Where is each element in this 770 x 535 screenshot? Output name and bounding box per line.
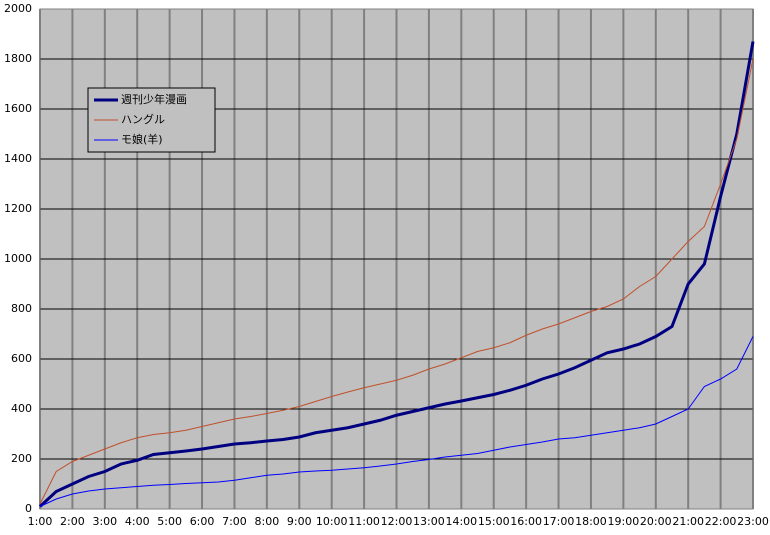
y-tick-label: 1200 <box>4 202 32 215</box>
x-tick-label: 18:00 <box>575 515 607 528</box>
x-tick-label: 21:00 <box>672 515 704 528</box>
x-tick-label: 23:00 <box>737 515 769 528</box>
x-tick-label: 6:00 <box>190 515 215 528</box>
x-tick-label: 13:00 <box>413 515 445 528</box>
y-tick-label: 1800 <box>4 52 32 65</box>
legend-label: 週刊少年漫画 <box>121 92 187 106</box>
x-tick-label: 3:00 <box>92 515 117 528</box>
x-tick-label: 17:00 <box>543 515 575 528</box>
x-tick-label: 8:00 <box>255 515 280 528</box>
x-tick-label: 20:00 <box>640 515 672 528</box>
x-tick-label: 15:00 <box>478 515 510 528</box>
y-tick-label: 1000 <box>4 252 32 265</box>
x-tick-label: 7:00 <box>222 515 247 528</box>
x-tick-label: 14:00 <box>445 515 477 528</box>
y-tick-label: 1600 <box>4 102 32 115</box>
series-line <box>38 41 755 508</box>
y-tick-label: 400 <box>11 402 32 415</box>
y-tick-label: 2000 <box>4 2 32 15</box>
y-tick-label: 0 <box>25 502 32 515</box>
x-tick-label: 10:00 <box>316 515 348 528</box>
series-line <box>39 336 754 507</box>
series-line <box>39 58 754 505</box>
legend-label: モ娘(羊) <box>121 132 163 146</box>
plot-border <box>39 8 754 510</box>
x-tick-label: 11:00 <box>348 515 380 528</box>
y-tick-label: 800 <box>11 302 32 315</box>
x-tick-label: 12:00 <box>381 515 413 528</box>
x-tick-label: 4:00 <box>125 515 150 528</box>
x-tick-label: 5:00 <box>157 515 182 528</box>
x-tick-label: 9:00 <box>287 515 312 528</box>
legend-label: ハングル <box>121 112 165 126</box>
x-tick-label: 16:00 <box>510 515 542 528</box>
y-tick-label: 200 <box>11 452 32 465</box>
x-tick-label: 1:00 <box>28 515 53 528</box>
x-tick-label: 19:00 <box>608 515 640 528</box>
x-tick-label: 2:00 <box>60 515 85 528</box>
y-tick-label: 1400 <box>4 152 32 165</box>
y-tick-label: 600 <box>11 352 32 365</box>
x-tick-label: 22:00 <box>705 515 737 528</box>
